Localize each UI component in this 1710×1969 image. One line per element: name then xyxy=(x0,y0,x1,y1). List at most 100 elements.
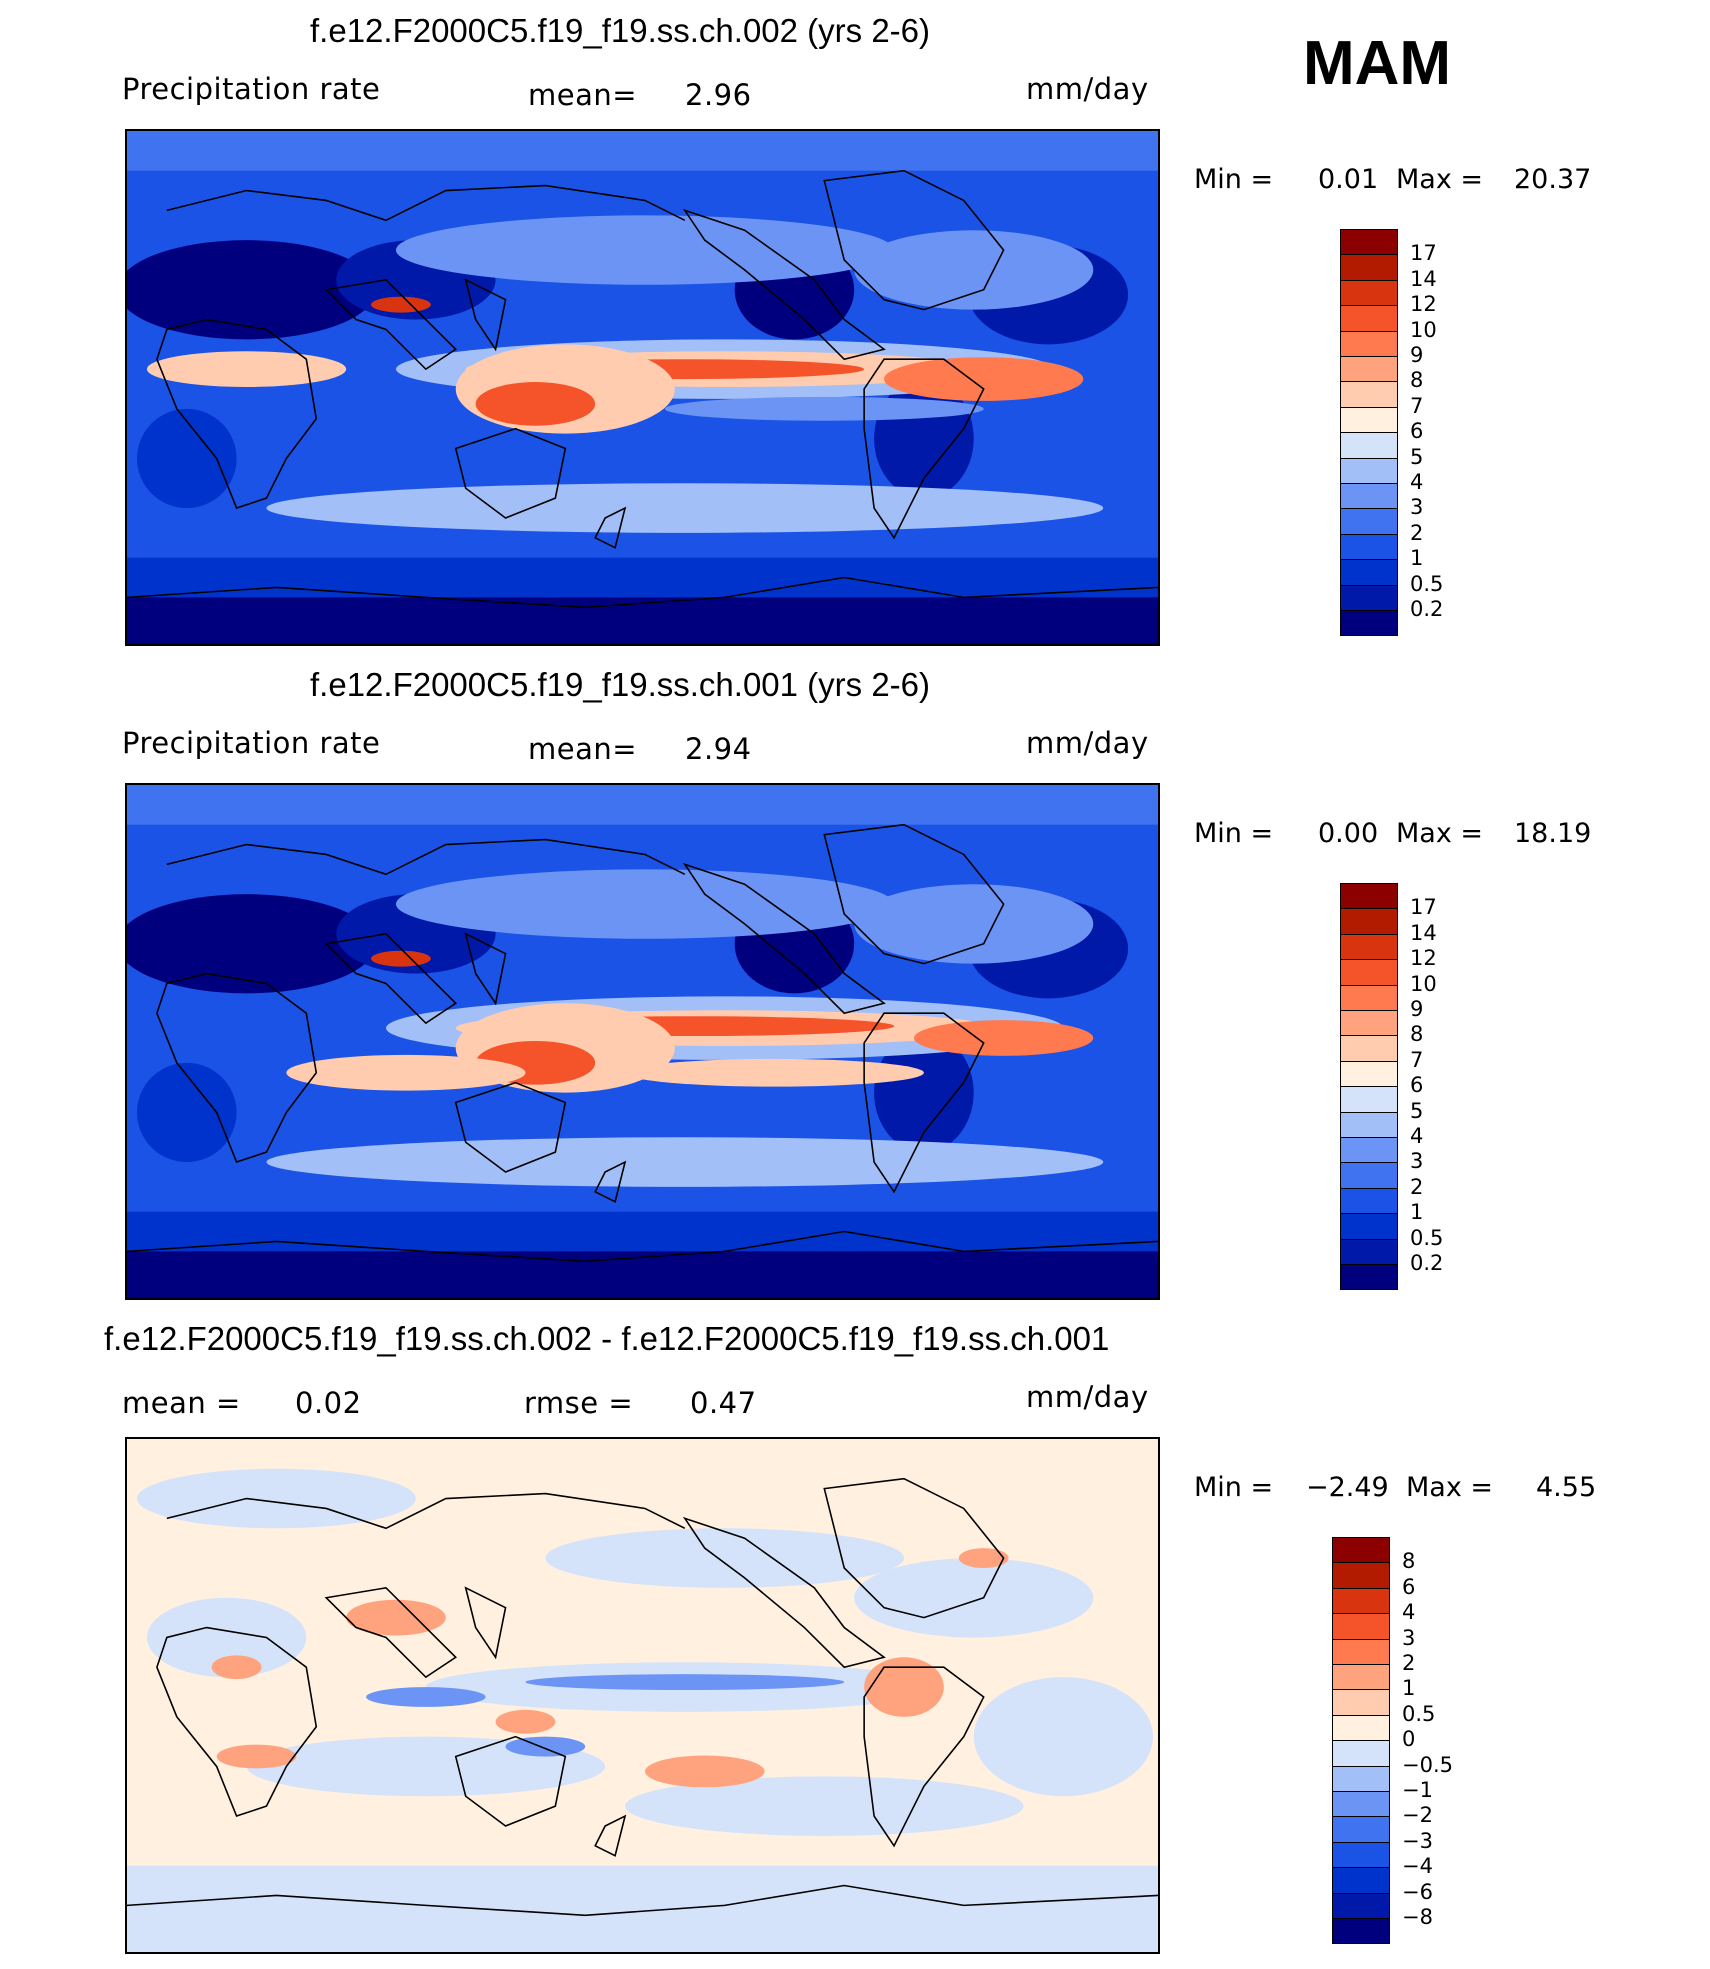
colorbar-swatch xyxy=(1340,584,1398,611)
colorbar-label: 2 xyxy=(1402,1651,1416,1675)
colorbar-label: 6 xyxy=(1410,419,1424,444)
colorbar-swatch xyxy=(1340,1238,1398,1265)
colorbar-swatch xyxy=(1340,1035,1398,1062)
panel3-units: mm/day xyxy=(1026,1380,1149,1414)
colorbar-label: −2 xyxy=(1402,1803,1433,1828)
panel3-min-label: Min = xyxy=(1194,1472,1274,1503)
colorbar-swatch xyxy=(1340,483,1398,510)
panel2-mean-value: 2.94 xyxy=(685,732,752,766)
colorbar-label: 0 xyxy=(1402,1727,1416,1752)
panel2-title: f.e12.F2000C5.f19_f19.ss.ch.001 (yrs 2-6… xyxy=(310,666,931,703)
colorbar-label: 0.2 xyxy=(1410,1251,1444,1275)
colorbar-swatch xyxy=(1340,330,1398,357)
colorbar-swatch xyxy=(1340,908,1398,935)
colorbar-swatch xyxy=(1332,1537,1390,1564)
colorbar-label: 1 xyxy=(1410,1200,1424,1225)
panel2-variable-label: Precipitation rate xyxy=(122,726,381,760)
colorbar-label: 9 xyxy=(1410,997,1424,1021)
panel3-min-value: −2.49 xyxy=(1306,1472,1389,1503)
colorbar-label: 0.5 xyxy=(1402,1701,1436,1726)
colorbar-label: 8 xyxy=(1410,368,1424,393)
panel2-mean-label: mean= xyxy=(528,732,638,766)
colorbar-swatch xyxy=(1332,1816,1390,1843)
colorbar-label: 12 xyxy=(1410,946,1437,971)
colorbar-swatch xyxy=(1340,1137,1398,1164)
colorbar-label: 4 xyxy=(1410,1124,1424,1148)
colorbar-label: 1 xyxy=(1410,546,1424,571)
panel2-units: mm/day xyxy=(1026,726,1149,760)
panel1-title: f.e12.F2000C5.f19_f19.ss.ch.002 (yrs 2-6… xyxy=(310,12,931,49)
colorbar-label: 2 xyxy=(1410,520,1424,545)
colorbar-swatch xyxy=(1332,1664,1390,1691)
colorbar-swatch xyxy=(1340,1060,1398,1088)
colorbar-label: 9 xyxy=(1410,343,1424,367)
panel1-mean-label: mean= xyxy=(528,78,638,112)
colorbar-label: 0.5 xyxy=(1410,571,1444,596)
panel1-max-label: Max = xyxy=(1396,164,1484,195)
colorbar-label: 6 xyxy=(1402,1574,1416,1599)
colorbar-label: 14 xyxy=(1410,920,1437,945)
colorbar-swatch xyxy=(1332,1740,1390,1767)
panel3-max-label: Max = xyxy=(1406,1472,1494,1503)
panel1-min-value: 0.01 xyxy=(1318,164,1379,195)
colorbar-label: 10 xyxy=(1410,317,1437,342)
colorbar-swatch xyxy=(1340,1213,1398,1240)
colorbar-label: 0.5 xyxy=(1410,1225,1444,1250)
panel3-mean-label: mean = xyxy=(122,1386,241,1420)
colorbar-swatch xyxy=(1340,406,1398,434)
colorbar-swatch xyxy=(1340,508,1398,535)
colorbar-label: 3 xyxy=(1402,1625,1416,1650)
colorbar-swatch xyxy=(1340,1187,1398,1215)
colorbar-label: 10 xyxy=(1410,971,1437,996)
colorbar-label: −8 xyxy=(1402,1905,1433,1929)
panel1-variable-label: Precipitation rate xyxy=(122,72,381,106)
panel1-units: mm/day xyxy=(1026,72,1149,106)
colorbar-swatch xyxy=(1340,883,1398,910)
colorbar-swatch xyxy=(1332,1714,1390,1742)
colorbar-swatch xyxy=(1332,1765,1390,1792)
colorbar-label: 8 xyxy=(1410,1022,1424,1047)
colorbar-label: 17 xyxy=(1410,241,1437,266)
colorbar-swatch xyxy=(1340,959,1398,986)
colorbar-label: −3 xyxy=(1402,1828,1433,1853)
panel3-title: f.e12.F2000C5.f19_f19.ss.ch.002 - f.e12.… xyxy=(104,1320,1110,1357)
panel2-max-label: Max = xyxy=(1396,818,1484,849)
colorbar-swatch xyxy=(1340,254,1398,281)
colorbar-swatch xyxy=(1340,610,1398,637)
colorbar-label: 1 xyxy=(1402,1676,1416,1701)
colorbar-swatch xyxy=(1332,1638,1390,1665)
colorbar-label: 17 xyxy=(1410,895,1437,920)
panel3-difference-map xyxy=(125,1437,1160,1954)
panel2-precip-map xyxy=(125,783,1160,1300)
colorbar-label: 5 xyxy=(1410,1098,1424,1123)
colorbar-label: 8 xyxy=(1402,1549,1416,1574)
panel3-rmse-label: rmse = xyxy=(524,1386,634,1420)
colorbar-swatch xyxy=(1340,279,1398,307)
panel2-min-label: Min = xyxy=(1194,818,1274,849)
colorbar-swatch xyxy=(1332,1867,1390,1894)
panel1-max-value: 20.37 xyxy=(1514,164,1592,195)
colorbar-swatch xyxy=(1340,356,1398,383)
panel2-min-value: 0.00 xyxy=(1318,818,1379,849)
colorbar-swatch xyxy=(1332,1587,1390,1615)
panel3-mean-value: 0.02 xyxy=(295,1386,362,1420)
colorbar-label: 4 xyxy=(1402,1600,1416,1625)
colorbar-label: 7 xyxy=(1410,1047,1424,1072)
panel2-max-value: 18.19 xyxy=(1514,818,1592,849)
colorbar-label: 3 xyxy=(1410,495,1424,520)
colorbar-label: 3 xyxy=(1410,1149,1424,1174)
colorbar-swatch xyxy=(1332,1918,1390,1945)
colorbar-label: 14 xyxy=(1410,266,1437,291)
colorbar-swatch xyxy=(1340,1086,1398,1113)
colorbar-swatch xyxy=(1340,984,1398,1011)
colorbar-swatch xyxy=(1340,1010,1398,1037)
colorbar-swatch xyxy=(1340,381,1398,408)
colorbar-label: −6 xyxy=(1402,1879,1433,1904)
colorbar-swatch xyxy=(1340,229,1398,256)
colorbar-label: −4 xyxy=(1402,1854,1433,1879)
colorbar-swatch xyxy=(1340,933,1398,961)
panel1-mean-value: 2.96 xyxy=(685,78,752,112)
panel1-min-label: Min = xyxy=(1194,164,1274,195)
colorbar-swatch xyxy=(1332,1841,1390,1869)
colorbar-label: −1 xyxy=(1402,1778,1433,1802)
